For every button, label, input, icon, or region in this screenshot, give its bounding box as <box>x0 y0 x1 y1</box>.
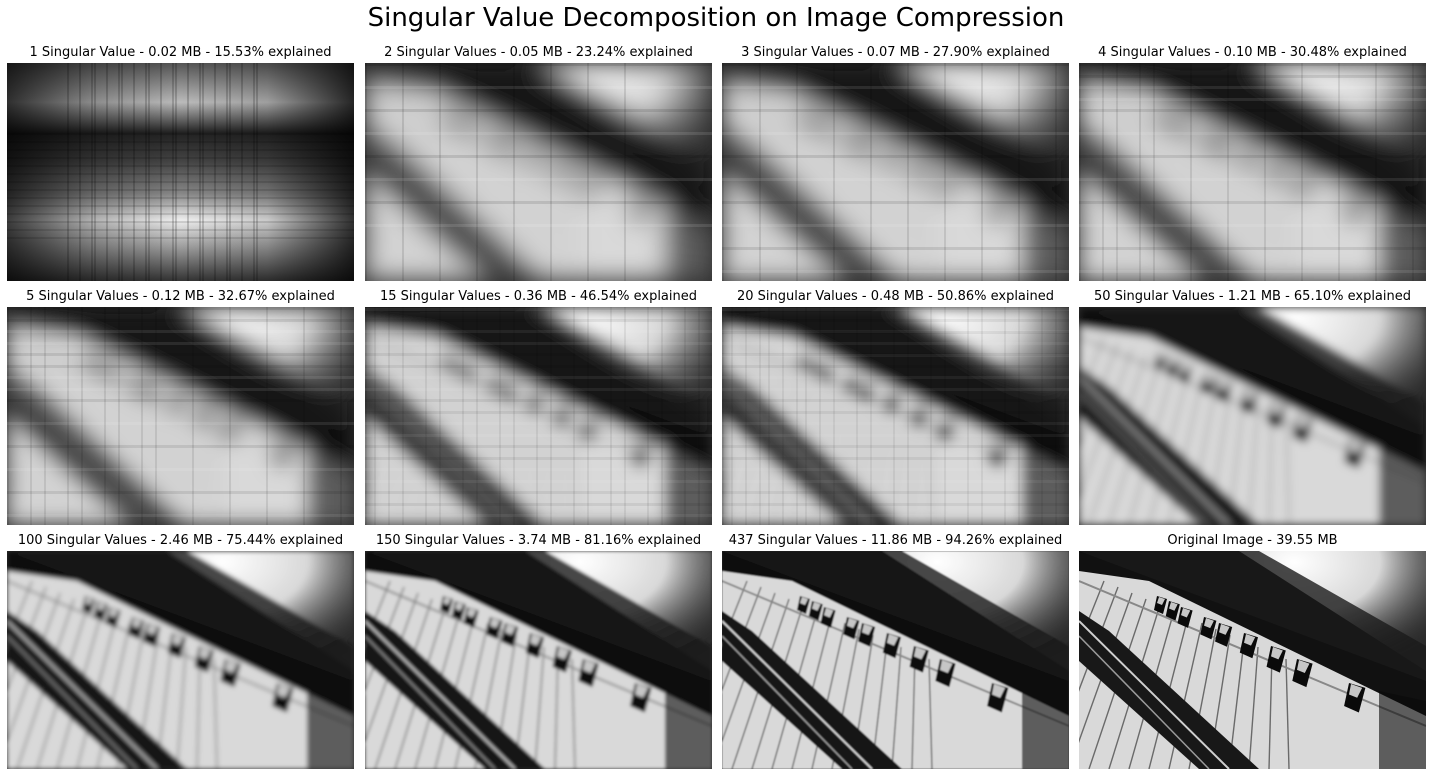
panel-title: Original Image - 39.55 MB <box>1167 533 1338 548</box>
panel-title: 100 Singular Values - 2.46 MB - 75.44% e… <box>17 533 344 548</box>
reconstructed-image <box>7 63 354 281</box>
panel-title: 150 Singular Values - 3.74 MB - 81.16% e… <box>375 533 702 548</box>
reconstructed-image <box>7 551 354 769</box>
reconstructed-image <box>365 63 712 281</box>
reconstructed-image <box>1079 307 1426 525</box>
panel-title: 15 Singular Values - 0.36 MB - 46.54% ex… <box>379 289 697 304</box>
reconstructed-image <box>1079 551 1426 769</box>
panel-title: 20 Singular Values - 0.48 MB - 50.86% ex… <box>736 289 1054 304</box>
reconstructed-image <box>365 551 712 769</box>
panel-title: 1 Singular Value - 0.02 MB - 15.53% expl… <box>29 45 332 60</box>
panel-title: 4 Singular Values - 0.10 MB - 30.48% exp… <box>1098 45 1407 60</box>
reconstructed-image <box>722 551 1069 769</box>
figure-title: Singular Value Decomposition on Image Co… <box>367 3 1065 33</box>
reconstructed-image <box>722 63 1069 281</box>
reconstructed-image <box>365 307 712 525</box>
panel-title: 5 Singular Values - 0.12 MB - 32.67% exp… <box>26 289 335 304</box>
panel-title: 3 Singular Values - 0.07 MB - 27.90% exp… <box>741 45 1050 60</box>
reconstructed-image <box>7 307 354 525</box>
reconstructed-image <box>1079 63 1426 281</box>
panel-title: 437 Singular Values - 11.86 MB - 94.26% … <box>728 533 1063 548</box>
panel-title: 2 Singular Values - 0.05 MB - 23.24% exp… <box>384 45 693 60</box>
reconstructed-image <box>722 307 1069 525</box>
panel-title: 50 Singular Values - 1.21 MB - 65.10% ex… <box>1093 289 1411 304</box>
